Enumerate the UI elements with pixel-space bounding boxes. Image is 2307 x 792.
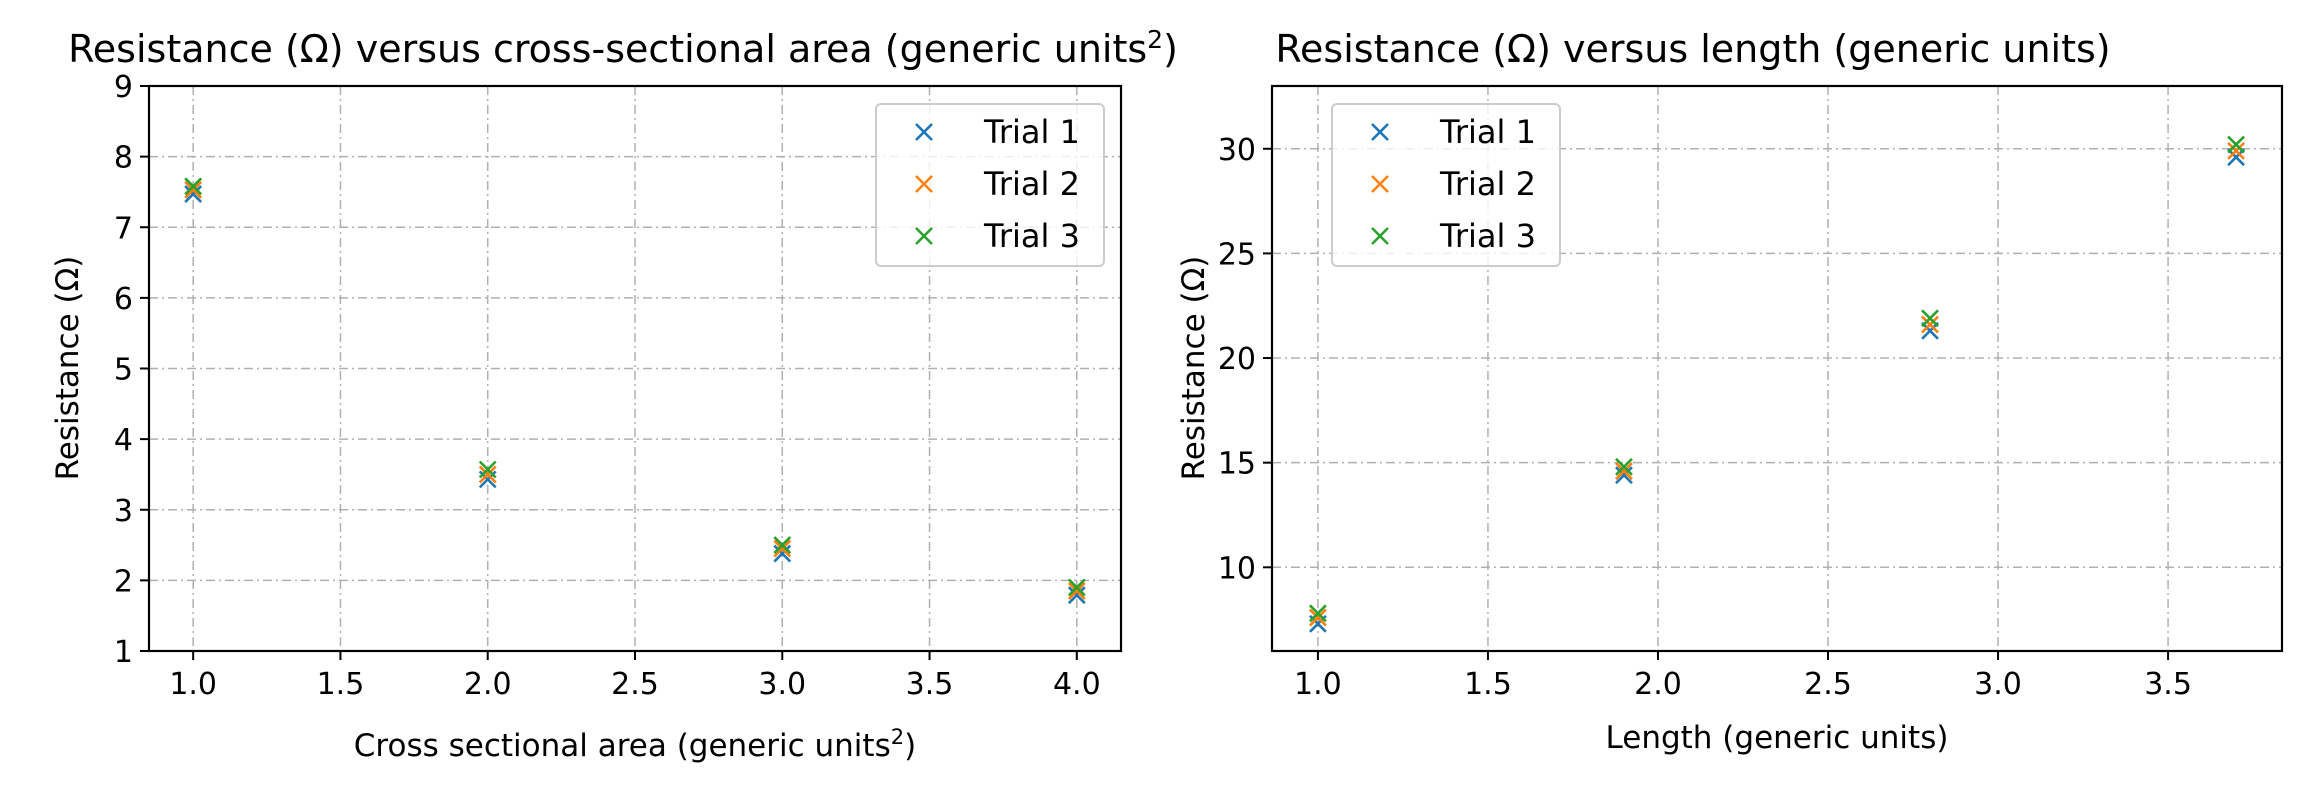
legend-box bbox=[1331, 103, 1561, 267]
y-tick-label: 25 bbox=[1218, 237, 1256, 272]
x-tick-label: 1.0 bbox=[1294, 667, 1342, 702]
legend-label: Trial 2 bbox=[983, 165, 1080, 203]
legend-label: Trial 3 bbox=[1439, 217, 1536, 255]
x-tick-label: 2.0 bbox=[1634, 667, 1682, 702]
legend-marker-trial-1 bbox=[915, 123, 933, 141]
data-point-trial-2 bbox=[184, 180, 203, 199]
data-point-trial-1 bbox=[1067, 586, 1086, 605]
legend-box bbox=[875, 103, 1105, 267]
x-axis-label: Cross sectional area (generic units2) bbox=[354, 725, 916, 764]
data-point-trial-3 bbox=[1308, 604, 1327, 623]
data-point-trial-2 bbox=[1067, 582, 1086, 600]
legend-marker-trial-3 bbox=[1371, 227, 1389, 245]
data-point-trial-2 bbox=[2227, 141, 2246, 160]
x-tick-label: 1.0 bbox=[169, 667, 217, 702]
legend-label: Trial 2 bbox=[1439, 165, 1536, 203]
y-tick-label: 4 bbox=[114, 423, 133, 458]
x-axis-label: Length (generic units) bbox=[1606, 720, 1949, 756]
data-markers bbox=[1308, 135, 2246, 633]
legend-label: Trial 1 bbox=[983, 113, 1080, 151]
data-point-trial-2 bbox=[1921, 315, 1939, 334]
x-tick-label: 3.5 bbox=[906, 667, 954, 702]
y-tick-label: 1 bbox=[114, 635, 133, 670]
y-tick-label: 6 bbox=[114, 282, 133, 317]
legend-label: Trial 1 bbox=[1439, 113, 1536, 151]
x-tick-label: 3.5 bbox=[2144, 667, 2192, 702]
legend: Trial 1 Trial 2 Trial 3 bbox=[875, 103, 1105, 267]
y-tick-label: 5 bbox=[114, 353, 133, 388]
y-tick-label: 3 bbox=[114, 494, 133, 529]
data-point-trial-3 bbox=[478, 460, 497, 479]
data-point-trial-1 bbox=[773, 544, 792, 563]
chart-title: Resistance (Ω) versus cross-sectional ar… bbox=[68, 25, 1178, 71]
legend-marker-trial-2 bbox=[1371, 175, 1389, 193]
data-point-trial-3 bbox=[1921, 309, 1939, 328]
plot-frame bbox=[1270, 84, 2284, 653]
grid-lines bbox=[1272, 86, 2282, 651]
data-point-trial-1 bbox=[184, 185, 203, 203]
y-tick-label: 7 bbox=[114, 211, 133, 246]
axis-ticks: 1.0 1.5 2.0 2.5 3.0 3.5 10 15 20 25 30 bbox=[1218, 133, 2192, 702]
y-tick-label: 20 bbox=[1218, 342, 1256, 377]
data-point-trial-1 bbox=[2227, 148, 2246, 167]
data-point-trial-3 bbox=[1067, 578, 1086, 597]
legend-marker-trial-3 bbox=[915, 227, 933, 245]
y-axis-label: Resistance (Ω) bbox=[1176, 256, 1212, 481]
data-point-trial-3 bbox=[2227, 135, 2246, 154]
y-axis-label: Resistance (Ω) bbox=[50, 256, 86, 481]
x-tick-label: 3.0 bbox=[758, 667, 806, 702]
chart-title: Resistance (Ω) versus length (generic un… bbox=[1275, 27, 2110, 71]
axis-ticks: 1.0 1.5 2.0 2.5 3.0 3.5 4.0 1 2 3 4 5 6 7 8 9 bbox=[114, 70, 1101, 702]
chart-resistance-vs-length: Resistance (Ω) versus length (generic un… bbox=[1176, 27, 2284, 756]
legend: Trial 1 Trial 2 Trial 3 bbox=[1331, 103, 1561, 267]
y-tick-label: 30 bbox=[1218, 133, 1256, 168]
data-point-trial-2 bbox=[478, 465, 497, 484]
x-tick-label: 2.0 bbox=[464, 667, 512, 702]
data-point-trial-1 bbox=[1921, 321, 1939, 340]
x-tick-label: 2.5 bbox=[611, 667, 659, 702]
legend-label: Trial 3 bbox=[983, 217, 1080, 255]
y-tick-label: 9 bbox=[114, 70, 133, 105]
grid-lines bbox=[149, 85, 1121, 652]
data-point-trial-3 bbox=[773, 536, 792, 554]
data-point-trial-2 bbox=[1308, 608, 1327, 627]
x-tick-label: 1.5 bbox=[1464, 667, 1512, 702]
y-tick-label: 15 bbox=[1218, 447, 1256, 482]
legend-marker-trial-2 bbox=[915, 175, 933, 193]
chart-resistance-vs-area: Resistance (Ω) versus cross-sectional ar… bbox=[50, 25, 1178, 764]
x-tick-label: 4.0 bbox=[1053, 667, 1101, 702]
data-point-trial-3 bbox=[184, 177, 203, 196]
y-tick-label: 2 bbox=[114, 564, 133, 599]
legend-marker-trial-1 bbox=[1371, 123, 1389, 141]
x-tick-label: 3.0 bbox=[1974, 667, 2022, 702]
data-point-trial-2 bbox=[1615, 462, 1633, 480]
y-tick-label: 8 bbox=[114, 141, 133, 176]
x-tick-label: 2.5 bbox=[1804, 667, 1852, 702]
data-point-trial-3 bbox=[1615, 457, 1633, 476]
x-tick-label: 1.5 bbox=[317, 667, 365, 702]
y-tick-label: 10 bbox=[1218, 551, 1256, 586]
data-point-trial-1 bbox=[1615, 466, 1633, 485]
data-markers bbox=[184, 177, 1086, 605]
data-point-trial-2 bbox=[773, 539, 792, 558]
